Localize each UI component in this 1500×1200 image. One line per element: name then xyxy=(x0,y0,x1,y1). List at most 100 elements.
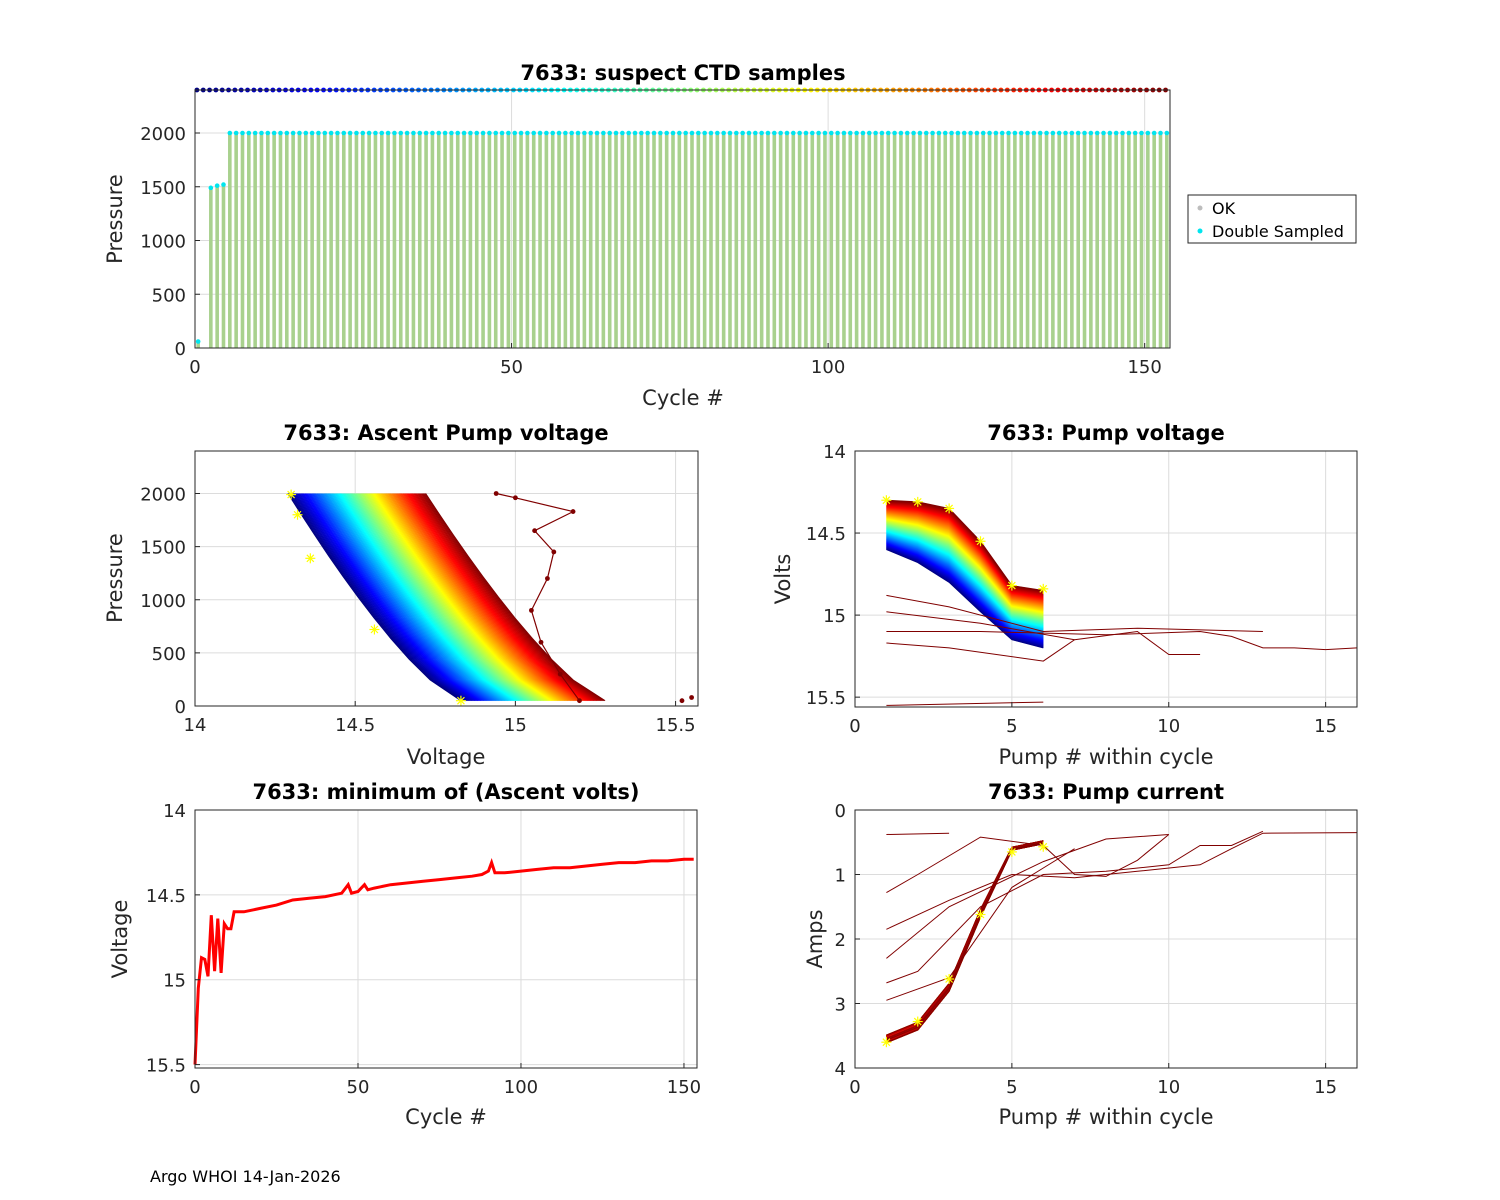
current-curve xyxy=(886,843,1044,1044)
current-curve xyxy=(886,840,1044,1036)
current-curve xyxy=(886,843,1044,1044)
double-sampled-point xyxy=(847,130,853,136)
double-sampled-point xyxy=(803,130,809,136)
ascent-outlier-point xyxy=(545,576,550,581)
ascent-curve xyxy=(366,493,544,702)
ascent-curve xyxy=(302,493,477,702)
double-sampled-point xyxy=(385,130,391,136)
ascent-curve xyxy=(401,493,581,702)
current-curve xyxy=(886,843,1044,1044)
double-sampled-point xyxy=(518,130,524,136)
double-sampled-point xyxy=(328,130,334,136)
double-sampled-point xyxy=(423,130,429,136)
ascent-curve xyxy=(326,493,502,702)
double-sampled-point xyxy=(772,130,777,136)
ascent-curve xyxy=(353,493,530,702)
ascent-curve xyxy=(336,493,513,702)
double-sampled-point xyxy=(1120,130,1125,136)
ascent-curve xyxy=(389,493,568,702)
double-sampled-point xyxy=(487,130,492,136)
current-curve xyxy=(886,843,1044,1044)
ascent-curve xyxy=(387,493,566,702)
suspect-xtick-label: 150 xyxy=(1127,357,1161,378)
current-curve xyxy=(886,843,1044,1044)
current-curve xyxy=(886,841,1044,1039)
double-sampled-point xyxy=(1101,130,1106,136)
double-sampled-point xyxy=(1056,130,1062,136)
suspect-ctd-panel: 7633: suspect CTD samples 0 50 100 15005001… xyxy=(103,61,1171,410)
ascent-curve xyxy=(287,493,462,702)
current-outlier-curve xyxy=(886,832,1358,930)
suspect-ytick-label: 1000 xyxy=(140,232,186,253)
ascent-curve xyxy=(354,493,532,702)
pumpv-marker xyxy=(1006,580,1017,591)
double-sampled-point xyxy=(233,130,239,136)
double-sampled-point xyxy=(1012,130,1018,136)
double-sampled-point xyxy=(227,130,233,136)
ascent-curve xyxy=(315,493,491,702)
ascent-curve xyxy=(321,493,497,702)
min-volts-panel: 7633: minimum of (Ascent volts) 0 50 100 15… xyxy=(108,780,701,1129)
current-curve xyxy=(886,840,1044,1036)
current-curve xyxy=(886,841,1044,1040)
double-sampled-point xyxy=(506,130,511,136)
ascent-outlier-surface xyxy=(679,698,685,704)
double-sampled-point xyxy=(531,130,537,136)
ascent_pump-xtick-label: 15 xyxy=(504,715,527,736)
ascent-curve xyxy=(290,493,465,702)
double-sampled-point xyxy=(892,130,897,136)
ascent-curve xyxy=(338,493,515,702)
current-curve xyxy=(886,840,1044,1036)
ascent-curve xyxy=(415,493,595,702)
double-sampled-point xyxy=(1164,130,1170,136)
double-sampled-point xyxy=(866,130,872,136)
ascent-curve xyxy=(357,493,535,702)
min-xlabel: Cycle # xyxy=(405,1105,487,1129)
pumpv-xlabel: Pump # within cycle xyxy=(999,745,1214,769)
ascent_pump-ytick-label: 1000 xyxy=(140,591,186,612)
ascent-curve xyxy=(348,493,526,702)
double-sampled-point xyxy=(784,130,790,136)
ascent-curve xyxy=(361,493,539,702)
current-curve xyxy=(886,840,1044,1036)
pump_current-ytick-label: 4 xyxy=(835,1059,846,1080)
current-curve xyxy=(886,843,1044,1043)
ascent-curve xyxy=(417,493,598,702)
current-curve xyxy=(886,841,1044,1040)
double-sampled-point xyxy=(347,130,353,136)
current-marker-stroke xyxy=(1007,848,1016,856)
ascent-curve xyxy=(310,493,486,702)
double-sampled-point xyxy=(341,130,347,136)
ascent-curve xyxy=(364,493,542,702)
double-sampled-point xyxy=(961,130,967,136)
double-sampled-point xyxy=(468,130,473,136)
min-axes xyxy=(194,809,698,1069)
double-sampled-point xyxy=(1063,130,1068,136)
ascent-curve xyxy=(308,493,484,702)
min_volts-xtick-label: 50 xyxy=(347,1077,370,1098)
double-sampled-point xyxy=(455,130,461,136)
ascent-curve xyxy=(298,493,473,702)
ascent-curve xyxy=(335,493,512,702)
pumpv-marker xyxy=(912,496,923,507)
double-sampled-point xyxy=(1094,130,1100,136)
current-curve xyxy=(886,840,1044,1036)
ascent-curve xyxy=(390,493,569,702)
ascent-curve xyxy=(305,493,480,702)
ascent-curve xyxy=(377,493,556,702)
ascent-curve xyxy=(415,493,596,702)
current-marker-stroke xyxy=(913,1017,922,1026)
ascent-curve xyxy=(304,493,479,702)
double-sampled-point xyxy=(993,130,999,136)
current-curve xyxy=(886,843,1044,1044)
current-curve xyxy=(886,842,1044,1041)
double-sampled-point xyxy=(632,130,638,136)
pumpv-ylabel: Volts xyxy=(771,554,795,605)
ascent-curve xyxy=(356,493,534,702)
current-curve xyxy=(886,843,1044,1044)
current-outlier-curve xyxy=(886,830,1264,984)
ascent-curve xyxy=(329,493,506,702)
ascent-curve xyxy=(420,493,601,702)
double-sampled-point xyxy=(620,130,625,136)
double-sampled-point xyxy=(898,130,904,136)
